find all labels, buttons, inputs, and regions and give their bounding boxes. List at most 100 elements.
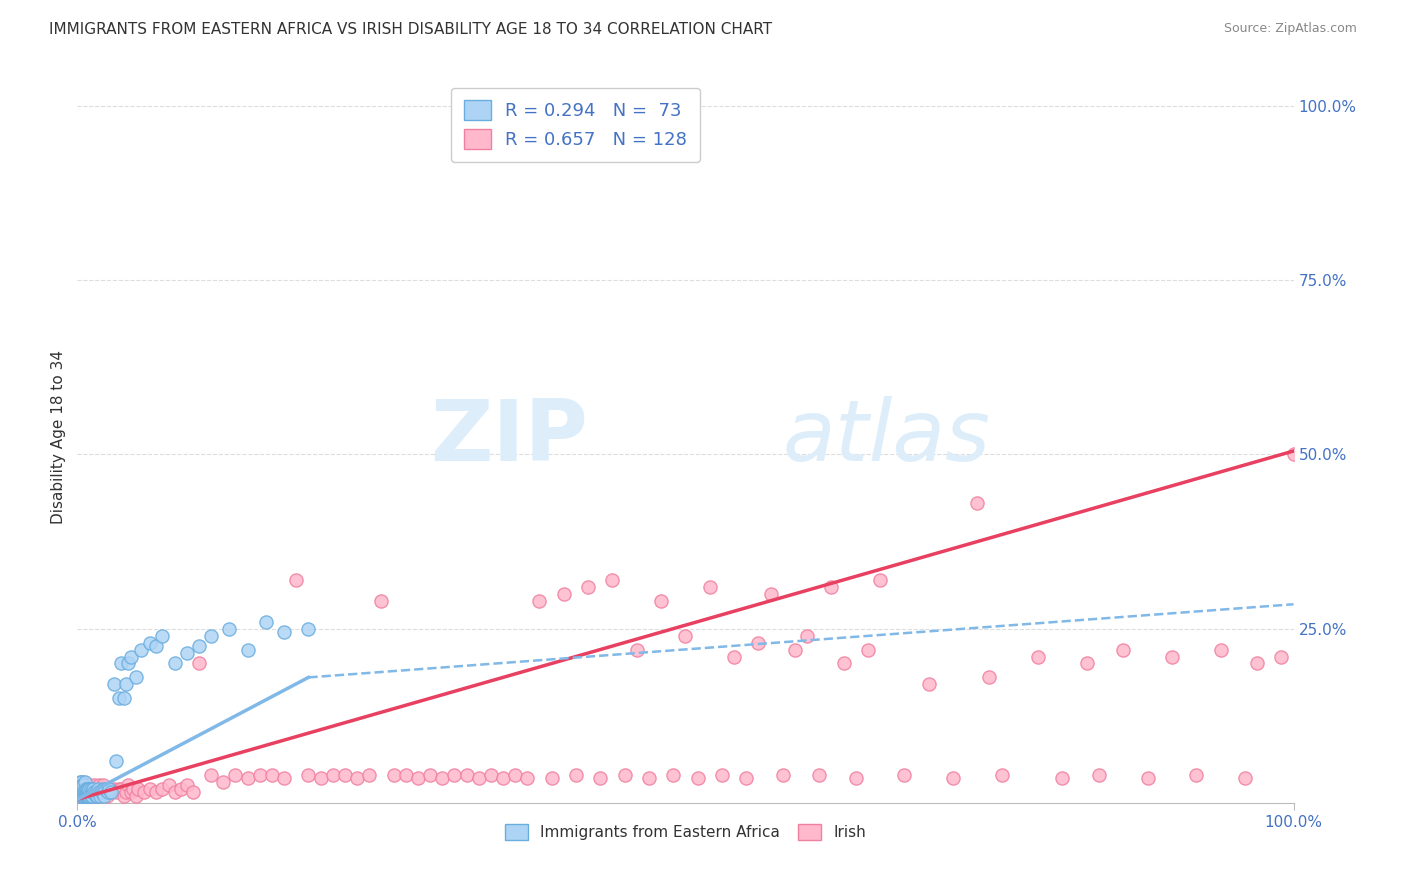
Point	[96, 789, 118, 803]
Point	[139, 781, 162, 796]
Point	[1209, 642, 1232, 657]
Point	[492, 772, 515, 786]
Text: IMMIGRANTS FROM EASTERN AFRICA VS IRISH DISABILITY AGE 18 TO 34 CORRELATION CHAR: IMMIGRANTS FROM EASTERN AFRICA VS IRISH …	[49, 22, 772, 37]
Point	[70, 789, 93, 803]
Point	[152, 781, 174, 796]
Point	[105, 785, 128, 799]
Point	[856, 642, 879, 657]
Point	[273, 772, 295, 786]
Point	[820, 580, 842, 594]
Point	[1246, 657, 1268, 671]
Point	[467, 772, 489, 786]
Point	[73, 785, 96, 799]
Point	[1270, 649, 1292, 664]
Point	[565, 768, 588, 782]
Point	[87, 785, 110, 799]
Point	[443, 768, 465, 782]
Point	[70, 781, 93, 796]
Point	[83, 778, 105, 792]
Point	[224, 768, 246, 782]
Point	[322, 768, 344, 782]
Point	[77, 781, 100, 796]
Point	[112, 789, 135, 803]
Point	[79, 789, 101, 803]
Point	[395, 768, 418, 782]
Point	[212, 775, 235, 789]
Point	[82, 781, 104, 796]
Point	[70, 789, 93, 803]
Point	[82, 785, 104, 799]
Point	[576, 580, 599, 594]
Point	[1136, 772, 1159, 786]
Point	[70, 781, 93, 796]
Point	[70, 781, 93, 796]
Point	[122, 781, 145, 796]
Point	[77, 789, 100, 803]
Point	[112, 691, 135, 706]
Point	[759, 587, 782, 601]
Point	[72, 785, 94, 799]
Point	[84, 785, 107, 799]
Point	[70, 789, 93, 803]
Point	[735, 772, 758, 786]
Point	[1185, 768, 1208, 782]
Point	[796, 629, 818, 643]
Point	[406, 772, 429, 786]
Point	[176, 778, 198, 792]
Point	[120, 649, 142, 664]
Point	[80, 781, 103, 796]
Point	[808, 768, 831, 782]
Point	[79, 789, 101, 803]
Point	[163, 657, 186, 671]
Y-axis label: Disability Age 18 to 34: Disability Age 18 to 34	[51, 350, 66, 524]
Point	[236, 772, 259, 786]
Point	[650, 594, 672, 608]
Point	[89, 789, 111, 803]
Point	[67, 781, 90, 796]
Point	[73, 781, 96, 796]
Point	[129, 642, 152, 657]
Point	[72, 781, 94, 796]
Point	[419, 768, 441, 782]
Point	[125, 789, 148, 803]
Point	[75, 778, 97, 792]
Point	[145, 785, 167, 799]
Point	[1026, 649, 1049, 664]
Point	[79, 781, 101, 796]
Point	[67, 789, 90, 803]
Point	[772, 768, 794, 782]
Point	[181, 785, 204, 799]
Point	[72, 785, 94, 799]
Point	[359, 768, 381, 782]
Point	[170, 781, 193, 796]
Point	[273, 625, 295, 640]
Point	[90, 785, 112, 799]
Point	[75, 785, 97, 799]
Point	[188, 657, 211, 671]
Point	[93, 789, 115, 803]
Point	[69, 785, 91, 799]
Point	[218, 622, 240, 636]
Point	[84, 789, 107, 803]
Point	[76, 781, 98, 796]
Point	[73, 775, 96, 789]
Point	[662, 768, 685, 782]
Point	[1052, 772, 1074, 786]
Point	[80, 785, 103, 799]
Point	[163, 785, 186, 799]
Point	[72, 789, 94, 803]
Point	[89, 789, 111, 803]
Point	[893, 768, 915, 782]
Point	[157, 778, 180, 792]
Legend: Immigrants from Eastern Africa, Irish: Immigrants from Eastern Africa, Irish	[499, 817, 872, 847]
Text: Source: ZipAtlas.com: Source: ZipAtlas.com	[1223, 22, 1357, 36]
Point	[75, 789, 97, 803]
Point	[540, 772, 562, 786]
Point	[127, 781, 149, 796]
Point	[297, 768, 319, 782]
Point	[747, 635, 769, 649]
Point	[134, 785, 156, 799]
Point	[69, 789, 91, 803]
Point	[89, 778, 111, 792]
Point	[73, 781, 96, 796]
